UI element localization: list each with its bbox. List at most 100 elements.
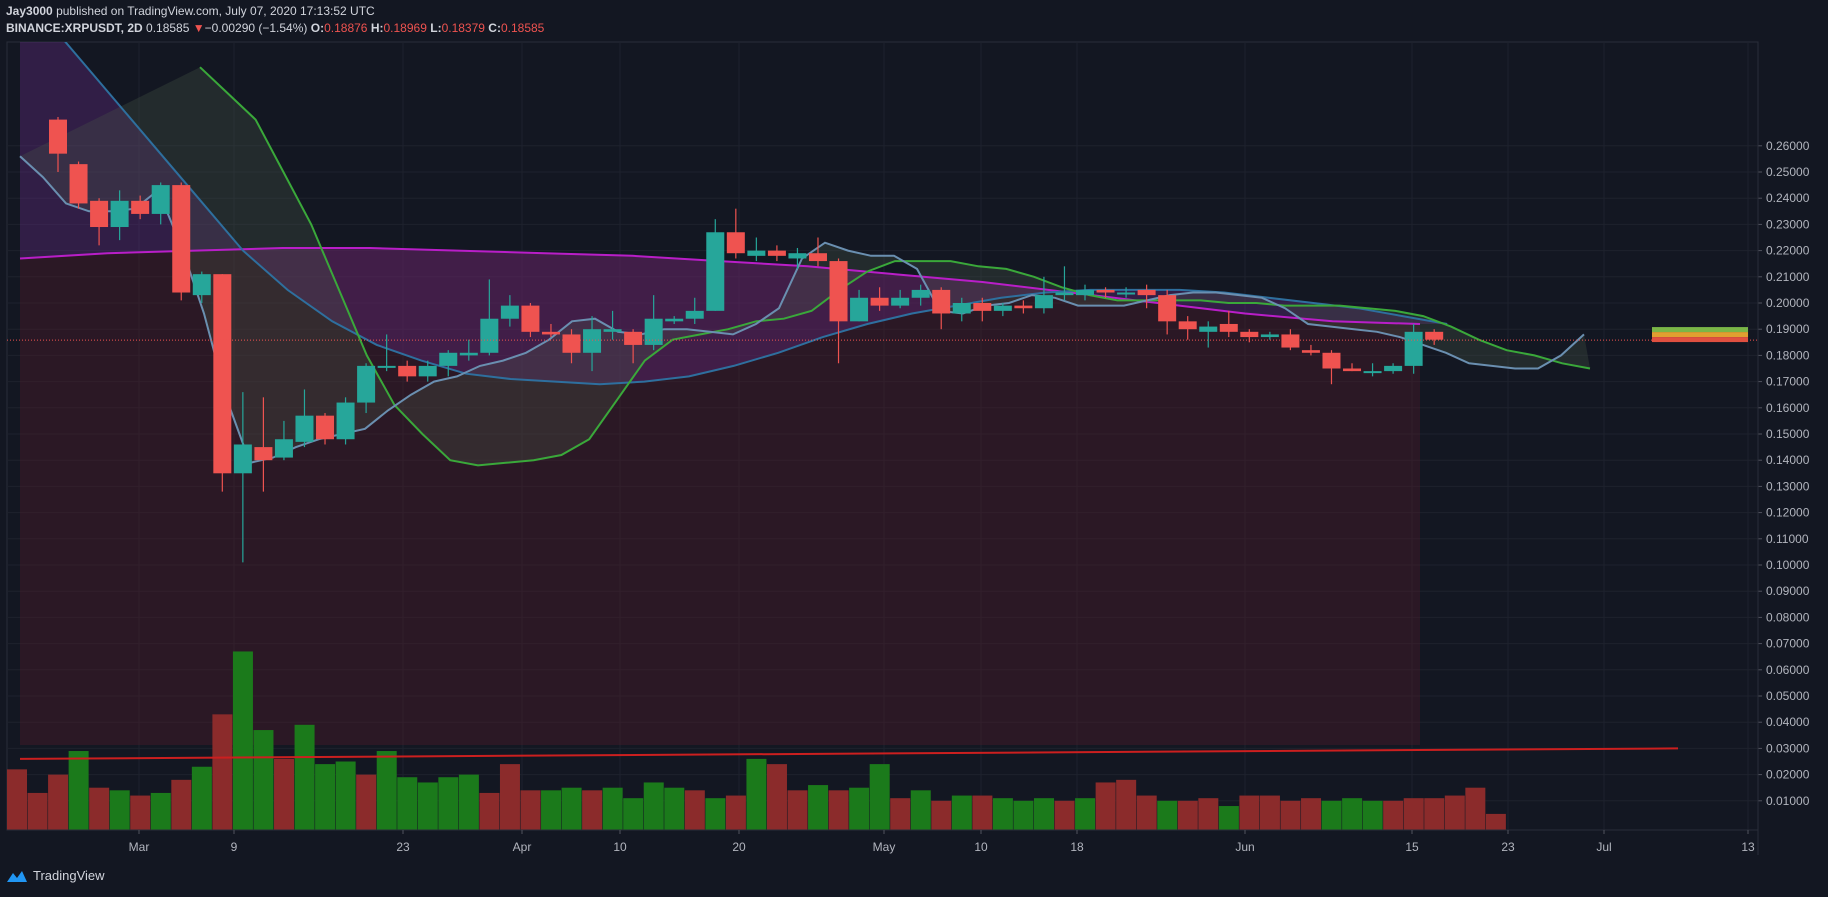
volume-bar bbox=[746, 758, 767, 830]
volume-bar bbox=[479, 792, 500, 830]
candle-body bbox=[808, 253, 827, 262]
candle-body bbox=[993, 305, 1012, 311]
y-tick-label: 0.20000 bbox=[1766, 296, 1810, 310]
ribbon-fill bbox=[20, 42, 1448, 385]
volume-bar bbox=[931, 800, 952, 830]
candles bbox=[49, 116, 1444, 563]
volume-bar bbox=[335, 761, 356, 830]
volume-bar bbox=[623, 798, 644, 830]
candle-body bbox=[357, 365, 376, 403]
candle-body bbox=[1096, 289, 1115, 293]
volume-bar bbox=[274, 758, 295, 830]
volume-ma-line bbox=[19, 747, 1679, 760]
volume-bar bbox=[27, 792, 48, 830]
candle-body bbox=[49, 119, 67, 154]
candle-body bbox=[706, 232, 725, 311]
volume-bar bbox=[1095, 782, 1116, 830]
y-tick-label: 0.12000 bbox=[1766, 506, 1810, 520]
candle-body bbox=[500, 305, 519, 319]
candle-body bbox=[1219, 323, 1238, 332]
ma-mid-line bbox=[199, 66, 1591, 467]
y-tick-label: 0.05000 bbox=[1766, 689, 1810, 703]
volume-bar bbox=[664, 787, 685, 830]
candle-body bbox=[151, 185, 170, 214]
publish-info: Jay3000 published on TradingView.com, Ju… bbox=[6, 4, 375, 18]
candle-body bbox=[90, 200, 109, 228]
volume-bar bbox=[972, 795, 993, 830]
candle-body bbox=[69, 164, 88, 204]
last-price: 0.18585 bbox=[146, 21, 190, 35]
price-axis[interactable] bbox=[1758, 42, 1828, 830]
x-tick-label: 18 bbox=[1070, 840, 1084, 854]
y-tick-label: 0.01000 bbox=[1766, 794, 1810, 808]
volume-bar bbox=[1136, 795, 1157, 830]
volume-bar bbox=[397, 777, 418, 830]
volume-bar bbox=[849, 787, 870, 830]
candle-body bbox=[1076, 289, 1094, 296]
y-tick-label: 0.02000 bbox=[1766, 768, 1810, 782]
candle-body bbox=[726, 232, 745, 254]
volume-bar bbox=[1342, 798, 1363, 830]
x-tick-label: 23 bbox=[1501, 840, 1515, 854]
y-tick-label: 0.10000 bbox=[1766, 558, 1810, 572]
x-tick-label: May bbox=[873, 840, 896, 854]
volume-bar bbox=[582, 790, 603, 830]
volume-bar bbox=[541, 790, 562, 830]
candle-body bbox=[562, 334, 581, 353]
y-tick-label: 0.07000 bbox=[1766, 637, 1810, 651]
x-tick-label: 20 bbox=[732, 840, 746, 854]
down-arrow-icon: ▼ bbox=[192, 21, 205, 35]
volume-bar bbox=[520, 790, 541, 830]
open-value: 0.18876 bbox=[324, 21, 368, 35]
y-tick-label: 0.25000 bbox=[1766, 165, 1810, 179]
volume-bar bbox=[1403, 798, 1424, 830]
candle-body bbox=[952, 303, 971, 314]
author-name[interactable]: Jay3000 bbox=[6, 4, 53, 18]
volume-bar bbox=[1218, 806, 1239, 830]
tradingview-brand[interactable]: TradingView bbox=[6, 868, 105, 883]
candle-body bbox=[1281, 334, 1300, 348]
volume-bar bbox=[417, 782, 438, 830]
volume-bar bbox=[951, 795, 972, 830]
volume-bar bbox=[1362, 800, 1383, 830]
candle-body bbox=[1322, 352, 1341, 369]
candle-body bbox=[1137, 289, 1156, 296]
candle-body bbox=[439, 352, 458, 366]
volume-bar bbox=[1013, 800, 1034, 830]
y-tick-label: 0.11000 bbox=[1766, 532, 1809, 546]
volume-bar bbox=[315, 764, 336, 830]
candle-body bbox=[233, 444, 252, 474]
time-axis[interactable] bbox=[7, 830, 1758, 855]
candle-body bbox=[521, 305, 540, 332]
candle-body bbox=[377, 365, 396, 368]
candle-body bbox=[459, 352, 478, 356]
y-tick-label: 0.08000 bbox=[1766, 610, 1810, 624]
volume-bar bbox=[1280, 800, 1301, 830]
y-tick-label: 0.21000 bbox=[1766, 270, 1810, 284]
symbol-label[interactable]: BINANCE:XRPUSDT, 2D bbox=[6, 21, 143, 35]
forecast-band bbox=[1652, 327, 1748, 333]
tradingview-logo-icon bbox=[7, 870, 27, 882]
volume-bar bbox=[643, 782, 664, 830]
volume-bar bbox=[130, 795, 151, 830]
volume-bar bbox=[7, 769, 27, 830]
brand-label: TradingView bbox=[33, 868, 105, 883]
volume-bar bbox=[294, 724, 315, 830]
x-tick-label: 23 bbox=[396, 840, 410, 854]
candle-body bbox=[480, 318, 499, 353]
volume-bar bbox=[1116, 779, 1137, 830]
candle-body bbox=[1178, 321, 1197, 330]
candle-body bbox=[274, 439, 293, 458]
y-tick-label: 0.22000 bbox=[1766, 244, 1810, 258]
volume-bar bbox=[376, 751, 397, 830]
volume-bar bbox=[1485, 813, 1506, 830]
x-tick-label: Jul bbox=[1596, 840, 1611, 854]
candle-body bbox=[665, 318, 684, 322]
y-tick-label: 0.26000 bbox=[1766, 139, 1810, 153]
volume-bar bbox=[1301, 798, 1322, 830]
volume-bar bbox=[1177, 800, 1198, 830]
volume-bar bbox=[890, 798, 911, 830]
candle-body bbox=[1014, 305, 1033, 309]
volume-bar bbox=[808, 785, 829, 830]
